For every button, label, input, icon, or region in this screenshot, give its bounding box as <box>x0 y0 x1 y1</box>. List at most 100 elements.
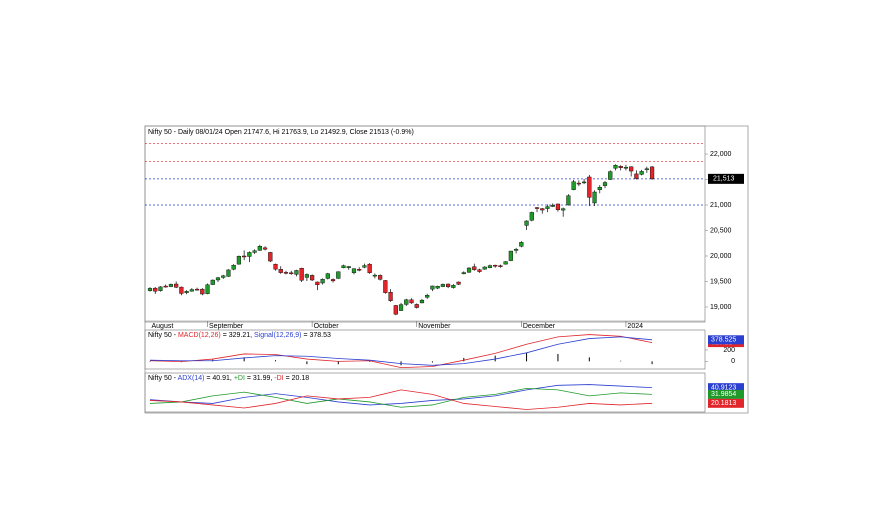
y-tick-label: 19,500 <box>710 278 732 285</box>
title-part: Signal(12,26,9) <box>254 332 301 339</box>
candle-body <box>388 291 393 301</box>
title-part: = 329.21, <box>221 332 254 339</box>
candle-body <box>571 181 576 190</box>
candle-body <box>351 268 357 274</box>
candle-body <box>221 275 226 278</box>
candle-body <box>508 250 513 261</box>
candle-body <box>357 269 362 271</box>
candle-body <box>174 283 179 288</box>
candle-body <box>451 285 456 288</box>
candle-body <box>446 283 451 288</box>
candle-body <box>320 278 325 284</box>
candle-body <box>456 281 461 285</box>
candle-body <box>378 275 383 280</box>
candle-body <box>540 208 545 211</box>
candle-body <box>330 279 336 282</box>
candle-body <box>231 264 236 270</box>
y-tick-label: 0 <box>731 358 735 365</box>
y-tick-label: 20,000 <box>710 253 732 260</box>
candle-body <box>597 187 602 190</box>
title-part: Nifty 50 - <box>148 375 178 382</box>
title-part: = 20.18 <box>284 375 310 382</box>
indicator-line <box>149 334 653 369</box>
candle-body <box>252 250 257 253</box>
y-tick-label: 21,000 <box>710 202 732 209</box>
value-box-label: 40.9123 <box>711 385 736 392</box>
candle-body <box>158 286 163 291</box>
candle-body <box>398 304 404 311</box>
title-part: = 378.53 <box>302 332 331 339</box>
candle-body <box>383 280 388 293</box>
candle-body <box>487 265 493 268</box>
value-box <box>708 389 744 399</box>
candle-body <box>194 288 200 291</box>
candle-body <box>163 285 168 288</box>
x-tick-label: October <box>314 323 340 330</box>
candle-body <box>576 182 581 185</box>
candle-body <box>440 284 445 287</box>
value-box <box>708 335 744 345</box>
indicator-line <box>149 387 653 408</box>
candle-body <box>493 264 498 267</box>
candle-body <box>639 171 644 175</box>
last-price-box <box>708 173 744 184</box>
candle-body <box>200 288 205 295</box>
candle-body <box>545 206 550 209</box>
value-box-label: 378.525 <box>711 337 736 344</box>
panel-title: Nifty 50 - MACD(12,26) = 329.21, Signal(… <box>148 332 331 339</box>
candle-body <box>341 265 346 268</box>
y-tick-label: 22,000 <box>710 151 732 158</box>
candle-body <box>503 261 508 265</box>
price-panel <box>144 125 706 323</box>
indicator-line <box>149 336 653 366</box>
y-tick-label: 19,000 <box>710 304 732 311</box>
candle-body <box>409 299 414 304</box>
candle-body <box>283 272 289 274</box>
candle-body <box>561 208 566 211</box>
value-box-label: 20.1813 <box>711 400 736 407</box>
candle-body <box>268 252 273 262</box>
candle-body <box>498 265 503 267</box>
candle-body <box>649 166 655 180</box>
candle-body <box>524 220 529 226</box>
candle-body <box>419 299 425 304</box>
candle-body <box>393 305 398 315</box>
candle-body <box>315 281 320 285</box>
candle-body <box>482 266 487 270</box>
chart-title: Nifty 50 - Daily 08/01/24 Open 21747.6, … <box>148 129 414 136</box>
candle-body <box>273 263 278 270</box>
candle-body <box>425 295 430 298</box>
last-price-label: 21,513 <box>713 176 735 183</box>
candle-body <box>294 270 299 275</box>
candle-body <box>414 304 419 308</box>
candle-body <box>147 288 153 291</box>
candle-body <box>550 204 555 207</box>
title-part: -DI <box>274 375 283 382</box>
candle-body <box>168 284 174 287</box>
candle-body <box>519 242 524 247</box>
x-tick-label: 2024 <box>627 323 643 330</box>
value-box <box>708 398 744 408</box>
candle-body <box>514 249 519 251</box>
candle-body <box>189 289 194 292</box>
x-tick-label: December <box>523 323 556 330</box>
y-tick-label: 20,500 <box>710 227 732 234</box>
candle-body <box>242 255 247 258</box>
candle-body <box>555 203 561 211</box>
candle-body <box>304 274 309 278</box>
candle-body <box>566 195 571 206</box>
candle-body <box>215 277 221 281</box>
candle-body <box>404 299 409 305</box>
candle-body <box>581 181 587 184</box>
title-part: +DI <box>234 375 245 382</box>
candle-body <box>184 291 189 293</box>
candle-body <box>529 212 534 221</box>
title-part: ADX(14) <box>178 375 205 382</box>
candle-body <box>205 284 210 294</box>
macd-panel <box>144 329 706 370</box>
candle-body <box>289 272 294 275</box>
candle-body <box>587 176 592 198</box>
indicator-line <box>149 389 653 410</box>
candle-body <box>262 247 268 250</box>
